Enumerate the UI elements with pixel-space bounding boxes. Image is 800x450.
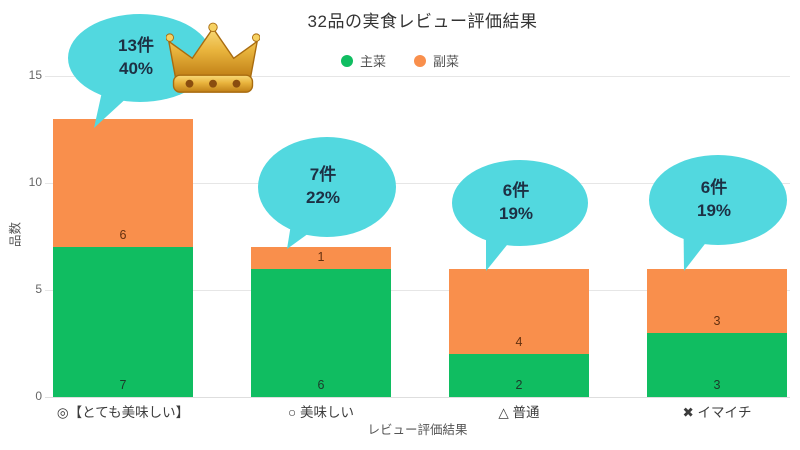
- legend-swatch-icon: [340, 54, 353, 67]
- y-axis-title: 品数: [8, 222, 23, 248]
- bar-segment-side: [251, 247, 391, 269]
- callout-tail: [287, 215, 323, 249]
- bar-value-label: 3: [713, 313, 721, 328]
- callout-count: 7件: [309, 165, 337, 184]
- callout-text: 7件 22%: [263, 163, 383, 209]
- chart-title: 32品の実食レビュー評価結果: [307, 12, 538, 31]
- x-axis-title: レビュー評価結果: [367, 423, 468, 437]
- bar-segment-main: [251, 268, 391, 397]
- legend-item: 主菜: [340, 51, 386, 70]
- bar-value-label: 7: [119, 378, 127, 392]
- bar-value-label: 3: [713, 378, 721, 392]
- callout-percent: 19%: [696, 201, 732, 220]
- crown-icon: [165, 22, 261, 104]
- callout-percent: 22%: [305, 188, 341, 207]
- y-tick-label: 5: [35, 282, 42, 296]
- axis-baseline: [45, 397, 790, 398]
- bar-segment-main: [53, 247, 193, 397]
- bar-value-label: 6: [119, 228, 127, 243]
- bar-segment-side: [647, 268, 787, 333]
- category-label: ◎【とても美味しい】: [56, 405, 190, 420]
- bar-value-label: 6: [317, 378, 325, 392]
- y-tick-label: 0: [35, 389, 42, 403]
- y-tick-label: 10: [28, 175, 42, 189]
- legend-swatch-icon: [414, 54, 426, 67]
- callout-count: 6件: [502, 181, 530, 200]
- callout-text: 6件 19%: [456, 179, 576, 225]
- legend-label: 主菜: [359, 54, 386, 69]
- legend-label: 副菜: [433, 54, 460, 69]
- legend-item: 副菜: [414, 51, 459, 70]
- bar-value-label: 1: [317, 249, 325, 264]
- legend: 主菜 副菜: [0, 51, 800, 70]
- grid-line: [45, 183, 790, 184]
- grid-line: [45, 290, 790, 291]
- callout-count: 6件: [700, 178, 728, 197]
- bar-segment-side: [449, 268, 589, 355]
- callout-tail: [486, 227, 516, 271]
- grid-line: [45, 76, 790, 77]
- category-label: ✖ イマイチ: [682, 405, 752, 420]
- category-label: ○ 美味しい: [288, 405, 354, 420]
- category-label: △ 普通: [498, 405, 540, 420]
- bar-segment-main: [449, 354, 589, 397]
- callout-text: 6件 19%: [654, 176, 774, 222]
- bar-segment-side: [53, 118, 193, 248]
- callout-percent: 19%: [498, 204, 534, 223]
- y-tick-label: 15: [28, 68, 42, 82]
- callout-tail: [683, 225, 714, 271]
- bar-segment-main: [647, 332, 787, 397]
- bar-value-label: 2: [515, 378, 523, 392]
- bar-value-label: 4: [515, 335, 523, 350]
